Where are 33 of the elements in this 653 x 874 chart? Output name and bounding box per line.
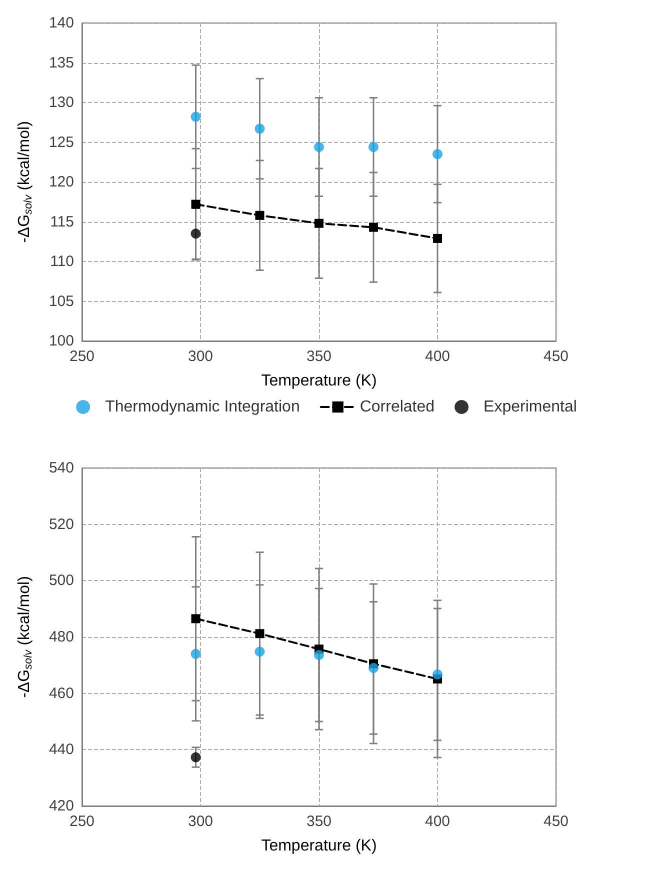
y-axis-title: -ΔGsolv (kcal/mol) bbox=[16, 576, 34, 698]
x-tick-label: 400 bbox=[424, 348, 450, 365]
legend-label: Correlated bbox=[360, 398, 435, 416]
x-tick-label: 350 bbox=[306, 348, 332, 365]
y-tick-label: 135 bbox=[48, 54, 74, 72]
x-tick-label: 250 bbox=[69, 813, 95, 830]
y-tick-label: 540 bbox=[48, 460, 74, 476]
y-tick-label: 480 bbox=[48, 628, 74, 646]
y-tick-label: 120 bbox=[48, 174, 74, 190]
y-tick-label: 420 bbox=[48, 798, 74, 814]
y-tick-label: 100 bbox=[48, 332, 74, 350]
y-tick-label: 520 bbox=[48, 516, 74, 533]
legend-label: Experimental bbox=[484, 398, 577, 416]
y-tick-label: 500 bbox=[48, 572, 74, 590]
y-tick-label: 140 bbox=[48, 14, 74, 32]
x-tick-label: 300 bbox=[188, 813, 214, 830]
y-tick-label: 125 bbox=[48, 134, 74, 151]
y-tick-label: 460 bbox=[48, 684, 74, 702]
x-tick-label: 300 bbox=[188, 348, 214, 365]
legend-label: Thermodynamic Integration bbox=[105, 398, 300, 416]
x-axis-title: Temperature (K) bbox=[261, 372, 377, 390]
x-tick-label: 450 bbox=[543, 348, 569, 365]
y-tick-label: 105 bbox=[48, 292, 74, 310]
x-tick-label: 400 bbox=[424, 813, 450, 830]
y-tick-label: 115 bbox=[50, 213, 74, 230]
x-tick-label: 450 bbox=[543, 813, 569, 830]
y-tick-label: 110 bbox=[50, 253, 74, 270]
y-tick-label: 130 bbox=[48, 94, 74, 111]
x-tick-label: 250 bbox=[69, 348, 95, 365]
x-tick-label: 350 bbox=[306, 813, 332, 830]
y-axis-title: -ΔGsolv (kcal/mol) bbox=[16, 121, 34, 243]
x-axis-title: Temperature (K) bbox=[261, 838, 377, 854]
y-tick-label: 440 bbox=[48, 741, 74, 758]
